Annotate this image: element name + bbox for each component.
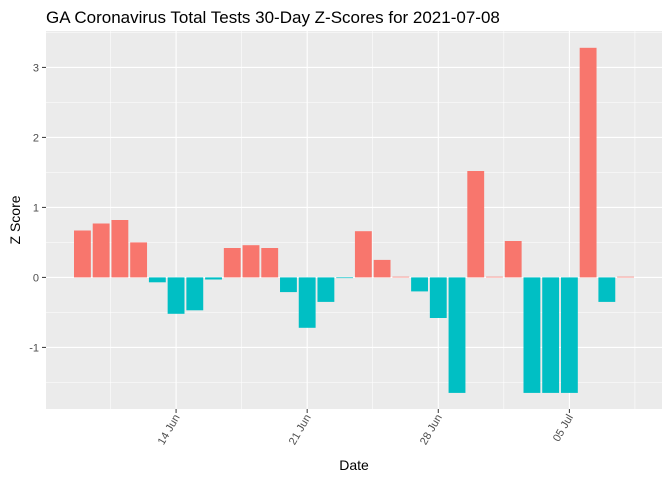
bar <box>448 277 466 393</box>
bar <box>317 277 335 302</box>
bar <box>411 277 428 292</box>
bar <box>504 241 522 278</box>
bar <box>242 245 260 278</box>
bar <box>354 231 372 278</box>
bars <box>74 47 634 393</box>
bar <box>92 223 110 278</box>
bar <box>373 259 391 278</box>
y-tick-label: 3 <box>33 62 39 74</box>
bar <box>542 277 560 393</box>
bar <box>392 276 410 278</box>
bar <box>523 277 541 393</box>
bar <box>486 276 503 278</box>
x-tick-label: 14 Jun <box>156 413 183 448</box>
bar <box>467 171 485 278</box>
y-tick-label: 0 <box>33 272 39 284</box>
x-axis-ticks: 14 Jun 21 Jun 28 Jun 05 Jul <box>156 409 576 447</box>
bar <box>148 277 166 283</box>
y-tick-label: -1 <box>29 342 39 354</box>
bar <box>429 277 447 318</box>
y-tick-label: 1 <box>33 202 39 214</box>
bar <box>598 277 616 302</box>
x-tick-label: 21 Jun <box>287 413 314 448</box>
y-axis-ticks: -1 0 1 2 3 <box>29 62 46 354</box>
bar <box>617 276 634 278</box>
bar <box>74 230 91 278</box>
bar <box>298 277 316 328</box>
bar <box>223 248 241 278</box>
bar <box>186 277 204 311</box>
panel-background <box>46 31 662 409</box>
bar <box>336 277 354 279</box>
y-axis-title: Z Score <box>7 195 23 244</box>
bar <box>261 248 279 278</box>
x-tick-label: 05 Jul <box>551 413 576 444</box>
bar <box>560 277 578 393</box>
minor-gridlines <box>46 31 662 409</box>
bar <box>280 277 297 293</box>
x-tick-label: 28 Jun <box>418 413 445 448</box>
bar <box>130 242 148 278</box>
chart-title: GA Coronavirus Total Tests 30-Day Z-Scor… <box>46 8 500 27</box>
bar <box>205 277 222 280</box>
bar <box>111 220 129 278</box>
bar <box>579 47 597 278</box>
x-axis-title: Date <box>339 457 369 473</box>
bar <box>167 277 185 314</box>
y-tick-label: 2 <box>33 132 39 144</box>
